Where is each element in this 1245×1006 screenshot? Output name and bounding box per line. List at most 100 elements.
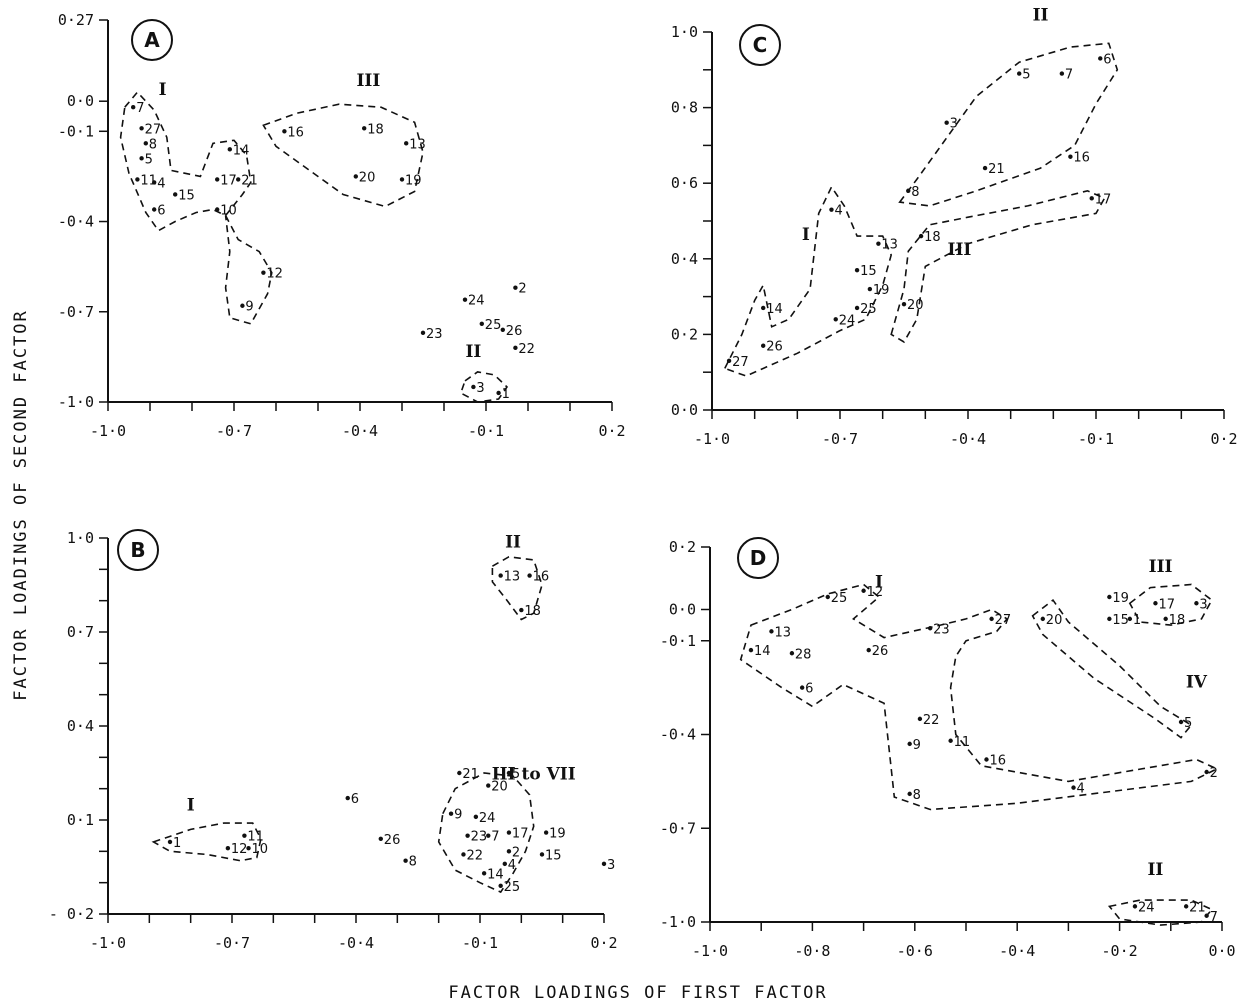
point-label: 21 [241, 173, 258, 188]
data-point [1163, 616, 1168, 622]
point-label: 13 [774, 625, 791, 640]
data-point [906, 188, 911, 193]
point-label: 15 [860, 264, 877, 279]
point-label: 19 [405, 173, 422, 188]
data-point [1204, 913, 1209, 918]
point-label: 5 [1022, 68, 1030, 83]
data-point [461, 852, 466, 857]
data-point [513, 345, 518, 351]
data-point [907, 791, 912, 797]
data-point [761, 343, 766, 348]
panel-letter: B [130, 538, 145, 562]
y-tick-label: -0·4 [660, 726, 696, 744]
group-label: III [356, 71, 380, 91]
data-point [1194, 601, 1199, 606]
data-point [502, 861, 507, 867]
panel-letter-circle [737, 537, 779, 579]
x-tick-label: -1·0 [692, 942, 728, 960]
group-label: I [802, 225, 810, 245]
data-point [1098, 56, 1103, 61]
panel-a: -1·0 -0·7 -0·4 -0·1 0·2 0·27 0·0 -0·1 -0·4 -0·7 -1… [58, 11, 626, 440]
point-label: 7 [136, 101, 144, 116]
cluster-outline [262, 103, 424, 208]
point-label: 20 [359, 170, 376, 185]
data-point [866, 647, 871, 653]
data-point [825, 594, 830, 600]
data-point [152, 180, 157, 185]
point-label: 22 [923, 713, 940, 728]
cluster-outline [890, 189, 1106, 344]
point-label: 12 [231, 842, 248, 857]
point-label: 12 [867, 585, 884, 600]
group-label: I [875, 573, 883, 593]
data-point [215, 177, 220, 182]
point-label: 27 [732, 355, 749, 370]
point-label: 8 [149, 137, 157, 152]
data-point [861, 588, 866, 593]
data-point [918, 233, 924, 239]
data-point [917, 716, 923, 722]
y-tick-label: -1·0 [660, 913, 696, 931]
point-label: 19 [873, 283, 890, 298]
point-label: 14 [233, 143, 250, 158]
point-label: 1 [1133, 613, 1141, 628]
y-tick-label: 0·4 [671, 250, 698, 268]
point-label: 21 [462, 767, 479, 782]
point-label: 22 [466, 848, 483, 863]
data-point [135, 177, 140, 182]
y-tick-label: 0·27 [58, 11, 94, 29]
data-point [1059, 71, 1065, 76]
point-label: 26 [384, 833, 401, 848]
data-point [481, 871, 487, 876]
point-label: 3 [476, 381, 484, 396]
data-point [236, 177, 241, 182]
point-label: 11 [247, 830, 264, 845]
point-label: 25 [504, 880, 521, 895]
point-label: 16 [1073, 151, 1090, 166]
data-point [131, 105, 136, 110]
data-point [1204, 769, 1209, 775]
point-label: 6 [805, 682, 813, 697]
y-tick-label: -1·0 [58, 393, 94, 411]
group-label: I [159, 80, 167, 100]
cluster-outline [1128, 583, 1213, 626]
data-point [1153, 601, 1158, 606]
point-label: 13 [881, 238, 898, 253]
point-label: 23 [933, 622, 950, 637]
y-axis-title: FACTOR LOADINGS OF SECOND FACTOR [11, 309, 31, 701]
point-label: 3 [607, 858, 615, 873]
point-label: 26 [766, 340, 783, 355]
y-tick-label: 0·4 [67, 717, 94, 735]
data-point [519, 607, 524, 613]
point-label: 16 [533, 570, 550, 585]
data-point [506, 830, 512, 835]
data-point [1017, 71, 1022, 76]
point-label: 25 [485, 318, 502, 333]
data-point [761, 305, 766, 311]
data-point [362, 126, 367, 131]
y-tick-label: 0·0 [671, 401, 698, 419]
point-label: 20 [1046, 613, 1063, 628]
y-tick-label: 0·1 [67, 811, 94, 829]
data-point [404, 141, 409, 146]
data-point [227, 147, 232, 152]
y-tick-label: -0·4 [58, 213, 94, 231]
group-label: III [1149, 557, 1173, 577]
data-point [152, 207, 157, 212]
data-point [944, 120, 949, 125]
point-label: 13 [409, 137, 426, 152]
point-label: 7 [1210, 910, 1218, 925]
x-tick-label: 0·2 [590, 934, 617, 952]
point-label: 3 [950, 117, 958, 132]
data-point [543, 830, 549, 835]
point-label: 9 [454, 808, 462, 823]
x-tick-label: -0·4 [999, 942, 1035, 960]
point-label: 17 [512, 827, 529, 842]
point-label: 19 [1112, 591, 1129, 606]
data-point [1107, 594, 1112, 600]
point-label: 2 [512, 845, 520, 860]
point-label: 18 [924, 230, 941, 245]
point-label: 9 [913, 738, 921, 753]
data-point [506, 770, 512, 776]
